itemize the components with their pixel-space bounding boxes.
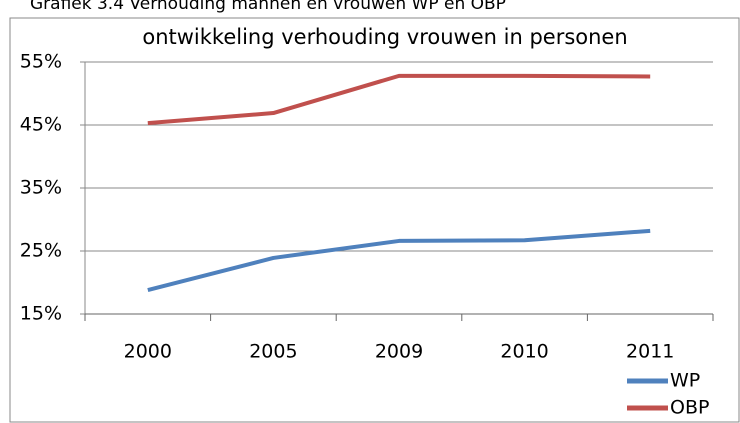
x-tick-label: 2000 [124, 341, 172, 363]
series-line [147, 73, 651, 126]
x-tick-label: 2005 [249, 341, 297, 363]
y-tick-label: 15% [20, 303, 62, 325]
y-tick-label: 25% [20, 240, 62, 262]
y-tick-label: 35% [20, 177, 62, 199]
caption: Grafiek 3.4 Verhouding mannen en vrouwen… [30, 0, 506, 14]
x-tick-label: 2009 [375, 341, 423, 363]
x-tick-label: 2011 [626, 341, 674, 363]
y-tick-label: 55% [20, 51, 62, 73]
y-tick-label: 45% [20, 114, 62, 136]
x-tick-label: 2010 [500, 341, 548, 363]
legend-label: WP [670, 370, 700, 392]
legend-label: OBP [670, 397, 709, 419]
series-line [147, 228, 651, 292]
chart-frame [9, 17, 740, 423]
chart-title: ontwikkeling verhouding vrouwen in perso… [142, 25, 627, 49]
